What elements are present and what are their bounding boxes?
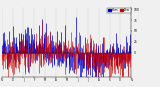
Legend: Hum, Dew: Hum, Dew xyxy=(107,7,131,13)
